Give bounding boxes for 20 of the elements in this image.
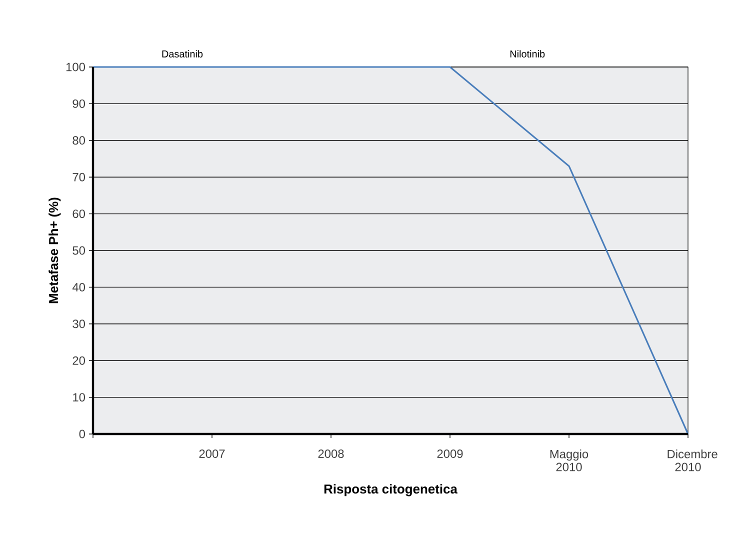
y-tick-label: 30 xyxy=(72,320,86,328)
text: Dasatinib xyxy=(162,50,203,58)
y-tick-label: 40 xyxy=(72,282,86,292)
y-tick-label: 70 xyxy=(72,172,86,182)
y-axis-title: Metafase Ph+ (%) xyxy=(48,198,61,304)
x-axis-title: Risposta citogenetica xyxy=(324,484,458,496)
y-tick-label: 60 xyxy=(72,210,86,218)
y-tick-label: 50 xyxy=(72,246,86,255)
y-tick-label: 20 xyxy=(72,356,86,365)
y-tick-label: 100 xyxy=(66,62,86,72)
y-tick-label: 10 xyxy=(73,393,86,402)
x-tick-label: 2008 xyxy=(318,450,344,458)
x-tick-label: Maggio 2010 xyxy=(550,450,588,472)
y-tick-label: 80 xyxy=(72,136,86,145)
x-tick-label: 2007 xyxy=(199,450,225,458)
y-tick-label: 90 xyxy=(72,99,86,108)
text: Nilotinib xyxy=(510,50,545,58)
y-tick-label: 0 xyxy=(79,430,86,438)
x-tick-label: Dicembre 2010 xyxy=(668,450,718,472)
x-tick-label: 2009 xyxy=(437,450,463,458)
